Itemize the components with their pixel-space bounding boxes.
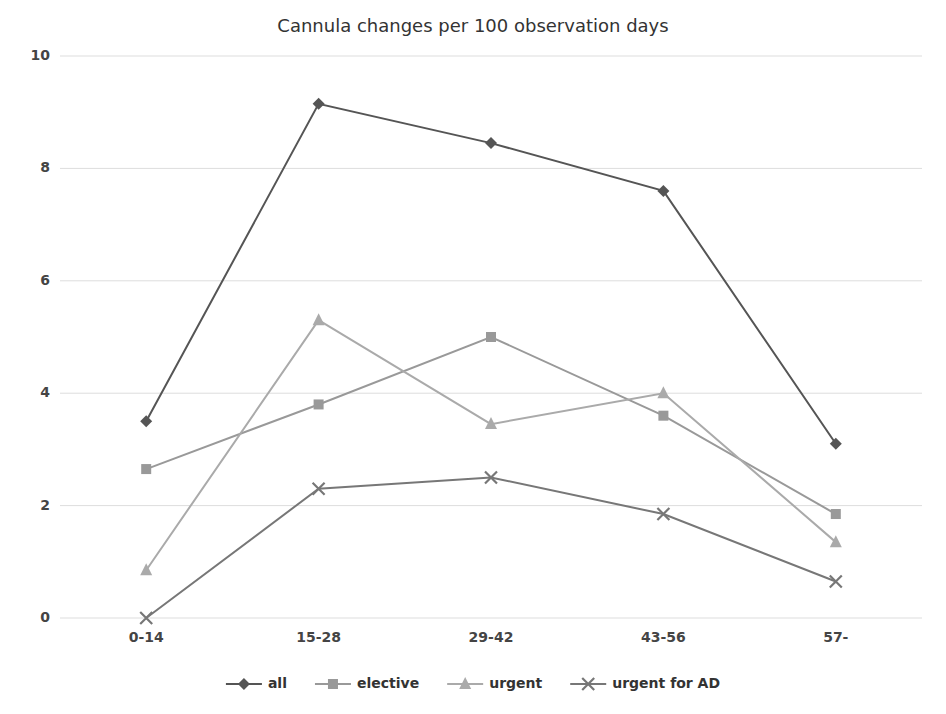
legend-item: elective: [315, 675, 419, 691]
point: [485, 137, 497, 149]
point: [485, 472, 497, 484]
series-line: [146, 337, 836, 514]
legend-label: urgent for AD: [612, 675, 720, 691]
legend-label: all: [268, 675, 287, 691]
y-tick-label: 2: [40, 497, 50, 513]
legend-marker: [459, 677, 471, 689]
point: [830, 438, 842, 450]
point: [313, 98, 325, 110]
legend-label: urgent: [489, 675, 542, 691]
chart: Cannula changes per 100 observation days…: [0, 0, 946, 714]
legend-item: all: [226, 675, 287, 691]
series: [140, 472, 842, 625]
legend: all elective urgent urgent for AD: [226, 675, 720, 691]
y-tick-label: 4: [40, 384, 50, 400]
point: [140, 415, 152, 427]
legend-marker: [238, 678, 250, 690]
x-tick-label: 29-42: [469, 629, 514, 645]
point: [313, 483, 325, 495]
legend-marker: [582, 678, 594, 690]
legend-item: urgent for AD: [570, 675, 720, 691]
series-line: [146, 478, 836, 619]
grid-line: [60, 280, 922, 281]
point: [140, 612, 152, 624]
y-tick-label: 8: [40, 159, 50, 175]
x-tick-label: 57-: [823, 629, 848, 645]
legend-marker: [328, 679, 338, 689]
point: [141, 464, 151, 474]
y-tick-label: 6: [40, 272, 50, 288]
grid-line: [60, 393, 922, 394]
x-tick-label: 0-14: [129, 629, 164, 645]
grid-line: [60, 618, 922, 619]
plot-area: [140, 98, 842, 624]
legend-item: urgent: [447, 675, 542, 691]
point: [657, 386, 669, 398]
y-tick-label: 10: [31, 47, 51, 63]
point: [314, 399, 324, 409]
point: [830, 575, 842, 587]
series-line: [146, 320, 836, 570]
series: [140, 98, 842, 450]
grid-line: [60, 56, 922, 57]
grid: [60, 56, 922, 618]
legend-label: elective: [357, 675, 419, 691]
series: [140, 313, 842, 575]
point: [831, 509, 841, 519]
point: [830, 535, 842, 547]
point: [657, 185, 669, 197]
x-tick-label: 43-56: [641, 629, 686, 645]
point: [486, 332, 496, 342]
x-tick-label: 15-28: [296, 629, 341, 645]
series-line: [146, 104, 836, 444]
title: Cannula changes per 100 observation days: [277, 15, 668, 36]
grid-line: [60, 168, 922, 169]
y-tick-label: 0: [40, 609, 50, 625]
point: [313, 313, 325, 325]
point: [140, 563, 152, 575]
point: [657, 508, 669, 520]
point: [658, 411, 668, 421]
point: [485, 417, 497, 429]
